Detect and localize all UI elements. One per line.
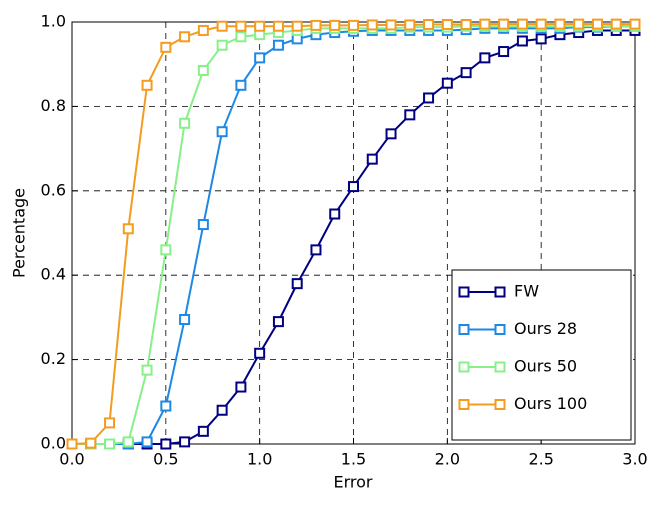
legend: FW Ours 28 Ours 50 Ours 100 (451, 269, 632, 441)
marker (458, 399, 470, 410)
marker (366, 153, 378, 165)
marker (160, 400, 172, 412)
x-tick-label: 1.5 (341, 450, 366, 469)
marker (179, 436, 191, 448)
marker (254, 347, 266, 359)
marker (235, 20, 247, 32)
marker (235, 381, 247, 393)
marker (458, 361, 470, 373)
marker (423, 19, 435, 31)
marker (591, 18, 603, 30)
marker (479, 52, 491, 64)
marker (516, 35, 528, 47)
marker (216, 20, 228, 32)
x-tick-label: 2.5 (528, 450, 553, 469)
y-tick-label: 0.0 (41, 434, 66, 453)
y-axis-label: Percentage (10, 188, 29, 278)
marker (197, 24, 209, 36)
marker (197, 425, 209, 437)
marker (272, 20, 284, 32)
marker (66, 438, 78, 450)
x-tick-label: 2.0 (435, 450, 460, 469)
marker (516, 18, 528, 30)
marker (216, 126, 228, 138)
marker (254, 20, 266, 32)
x-axis-label: Error (334, 473, 373, 492)
marker (254, 52, 266, 64)
y-tick-label: 0.8 (41, 96, 66, 115)
marker (458, 324, 470, 335)
marker (310, 244, 322, 256)
marker (441, 77, 453, 89)
marker (310, 19, 322, 31)
marker (385, 19, 397, 31)
marker (122, 436, 134, 448)
marker (122, 223, 134, 235)
y-tick-label: 0.6 (41, 180, 66, 199)
marker (160, 438, 172, 450)
x-tick-label: 0.0 (59, 450, 84, 469)
marker (291, 20, 303, 32)
y-tick-label: 1.0 (41, 12, 66, 31)
marker (494, 399, 506, 410)
legend-label: Ours 50 (514, 357, 577, 376)
marker (404, 19, 416, 31)
marker (498, 46, 510, 58)
marker (629, 18, 641, 30)
marker (179, 31, 191, 43)
marker (104, 417, 116, 429)
marker (460, 19, 472, 31)
marker (197, 65, 209, 77)
marker (160, 244, 172, 256)
marker (404, 109, 416, 121)
legend-label: Ours 100 (514, 394, 587, 413)
marker (141, 364, 153, 376)
marker (554, 18, 566, 30)
marker (494, 324, 506, 335)
x-tick-label: 3.0 (622, 450, 647, 469)
x-tick-label: 1.0 (247, 450, 272, 469)
marker (104, 438, 116, 450)
marker (329, 208, 341, 220)
marker (235, 31, 247, 43)
marker (348, 181, 359, 193)
marker (535, 18, 547, 30)
marker (494, 286, 506, 298)
marker (535, 33, 547, 45)
marker (348, 19, 359, 31)
marker (610, 18, 622, 30)
marker (573, 18, 585, 30)
marker (441, 19, 453, 31)
marker (197, 219, 209, 231)
y-tick-label: 0.2 (41, 349, 66, 368)
marker (179, 117, 191, 129)
marker (329, 19, 341, 31)
marker (272, 316, 284, 328)
marker (235, 79, 247, 91)
marker (385, 128, 397, 140)
marker (85, 437, 97, 449)
marker (460, 67, 472, 79)
marker (291, 278, 303, 290)
marker (458, 286, 470, 298)
marker (494, 361, 506, 373)
marker (423, 92, 435, 104)
legend-label: FW (514, 282, 539, 301)
marker (216, 39, 228, 51)
marker (141, 79, 153, 91)
marker (216, 404, 228, 416)
marker (179, 314, 191, 326)
x-tick-label: 0.5 (153, 450, 178, 469)
y-tick-label: 0.4 (41, 265, 66, 284)
marker (272, 39, 284, 51)
marker (160, 41, 172, 53)
legend-box (451, 269, 632, 441)
marker (479, 18, 491, 30)
marker (498, 18, 510, 30)
marker (366, 19, 378, 31)
marker (141, 436, 153, 448)
legend-label: Ours 28 (514, 319, 577, 338)
